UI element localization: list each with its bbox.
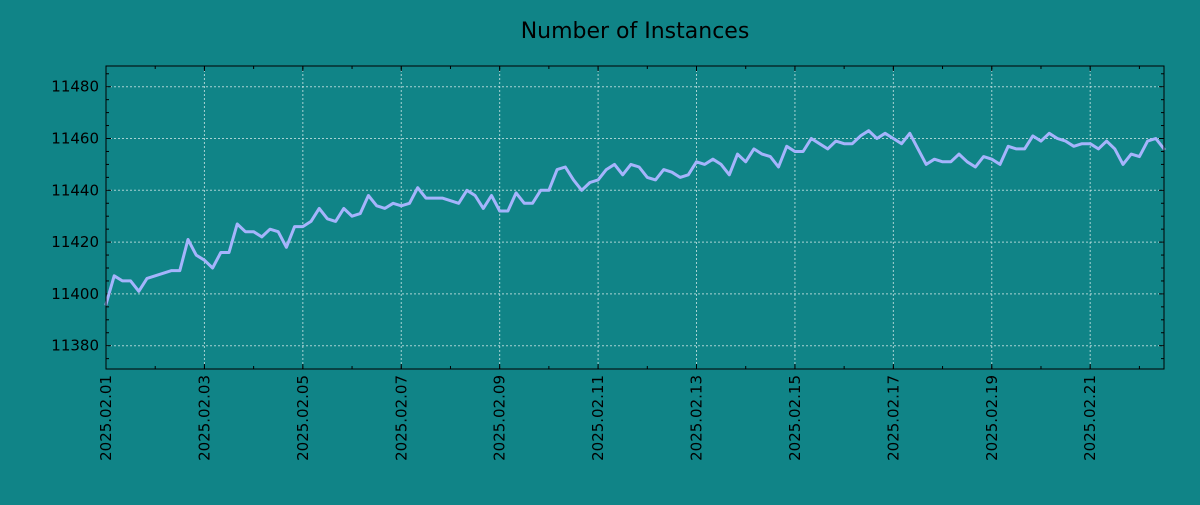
y-tick-label: 11460	[51, 130, 99, 148]
series-line	[104, 129, 1166, 306]
x-tick-label: 2025.02.13	[688, 375, 706, 461]
x-tick-label: 2025.02.15	[786, 375, 804, 461]
y-tick-label: 11400	[51, 285, 99, 303]
x-axis: 2025.02.01 2025.02.03 2025.02.05 2025.02.07…	[97, 66, 1140, 461]
y-tick-label: 11380	[51, 337, 99, 355]
y-tick-label: 11480	[51, 78, 99, 96]
x-tick-label: 2025.02.19	[983, 375, 1001, 461]
x-tick-label: 2025.02.17	[884, 375, 902, 461]
y-axis: 11380 11400 11420 11440 11460 11480	[51, 73, 1164, 360]
x-tick-label: 2025.02.03	[195, 375, 213, 461]
series-layer	[104, 129, 1166, 306]
x-tick-label: 2025.02.05	[294, 375, 312, 461]
chart-title: Number of Instances	[521, 19, 750, 44]
plot-frame	[105, 65, 1165, 370]
x-tick-label: 2025.02.01	[97, 375, 115, 461]
y-tick-label: 11420	[51, 233, 99, 251]
x-tick-label: 2025.02.09	[491, 375, 509, 461]
x-tick-label: 2025.02.07	[392, 375, 410, 461]
x-tick-label: 2025.02.21	[1081, 375, 1099, 461]
x-tick-label: 2025.02.11	[589, 375, 607, 461]
y-tick-label: 11440	[51, 181, 99, 199]
